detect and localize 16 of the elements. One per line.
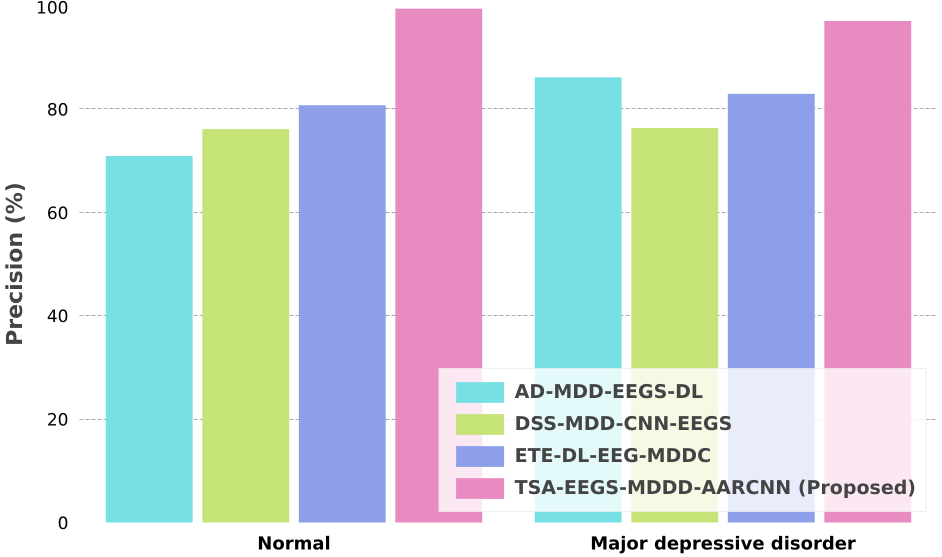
x-tick-label: Normal bbox=[257, 534, 331, 554]
y-tick-label: 60 bbox=[46, 204, 69, 224]
legend-label: TSA-EEGS-MDDD-AARCNN (Proposed) bbox=[514, 477, 916, 499]
bar bbox=[298, 105, 386, 522]
y-tick-label: 40 bbox=[46, 307, 69, 328]
legend-label: AD-MDD-EEGS-DL bbox=[514, 381, 704, 403]
bar bbox=[202, 129, 290, 522]
legend-label: DSS-MDD-CNN-EEGS bbox=[514, 413, 732, 435]
y-tick-label: 20 bbox=[46, 410, 69, 431]
y-tick-label: 100 bbox=[36, 0, 69, 18]
y-tick-label: 80 bbox=[46, 100, 69, 120]
y-tick-label: 0 bbox=[58, 514, 69, 534]
legend-label: ETE-DL-EEG-MDDC bbox=[514, 445, 712, 467]
bar bbox=[106, 156, 193, 522]
x-tick-label: Major depressive disorder bbox=[590, 534, 856, 554]
y-axis-title: Precision (%) bbox=[3, 182, 28, 346]
